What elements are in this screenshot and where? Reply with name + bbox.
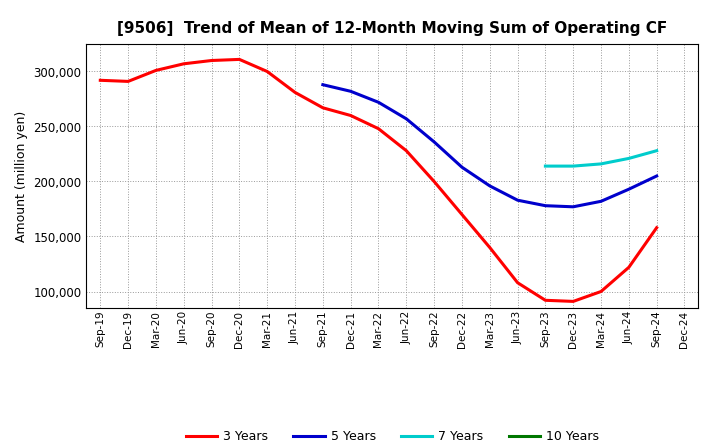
5 Years xyxy=(541,203,550,209)
3 Years xyxy=(458,212,467,217)
7 Years xyxy=(569,163,577,169)
7 Years xyxy=(597,161,606,166)
3 Years xyxy=(402,148,410,153)
5 Years xyxy=(485,183,494,188)
3 Years xyxy=(124,79,132,84)
5 Years xyxy=(652,173,661,179)
5 Years xyxy=(597,199,606,204)
3 Years xyxy=(346,113,355,118)
3 Years xyxy=(318,105,327,110)
3 Years xyxy=(541,298,550,303)
3 Years xyxy=(152,68,161,73)
3 Years xyxy=(597,289,606,294)
7 Years xyxy=(624,156,633,161)
Legend: 3 Years, 5 Years, 7 Years, 10 Years: 3 Years, 5 Years, 7 Years, 10 Years xyxy=(181,425,604,440)
3 Years xyxy=(513,280,522,286)
5 Years xyxy=(513,198,522,203)
7 Years xyxy=(652,148,661,153)
3 Years xyxy=(374,126,383,131)
5 Years xyxy=(402,116,410,121)
Line: 3 Years: 3 Years xyxy=(100,59,657,301)
5 Years xyxy=(346,88,355,94)
3 Years xyxy=(179,61,188,66)
3 Years xyxy=(96,77,104,83)
3 Years xyxy=(624,264,633,270)
3 Years xyxy=(485,245,494,250)
5 Years xyxy=(569,204,577,209)
3 Years xyxy=(207,58,216,63)
Line: 7 Years: 7 Years xyxy=(546,150,657,166)
3 Years xyxy=(569,299,577,304)
5 Years xyxy=(458,165,467,170)
3 Years xyxy=(263,69,271,74)
7 Years xyxy=(541,163,550,169)
5 Years xyxy=(430,139,438,144)
Line: 5 Years: 5 Years xyxy=(323,84,657,207)
3 Years xyxy=(235,57,243,62)
5 Years xyxy=(374,99,383,105)
5 Years xyxy=(318,82,327,87)
Y-axis label: Amount (million yen): Amount (million yen) xyxy=(15,110,28,242)
5 Years xyxy=(624,187,633,192)
3 Years xyxy=(291,90,300,95)
3 Years xyxy=(430,179,438,184)
Title: [9506]  Trend of Mean of 12-Month Moving Sum of Operating CF: [9506] Trend of Mean of 12-Month Moving … xyxy=(117,21,667,36)
3 Years xyxy=(652,225,661,231)
